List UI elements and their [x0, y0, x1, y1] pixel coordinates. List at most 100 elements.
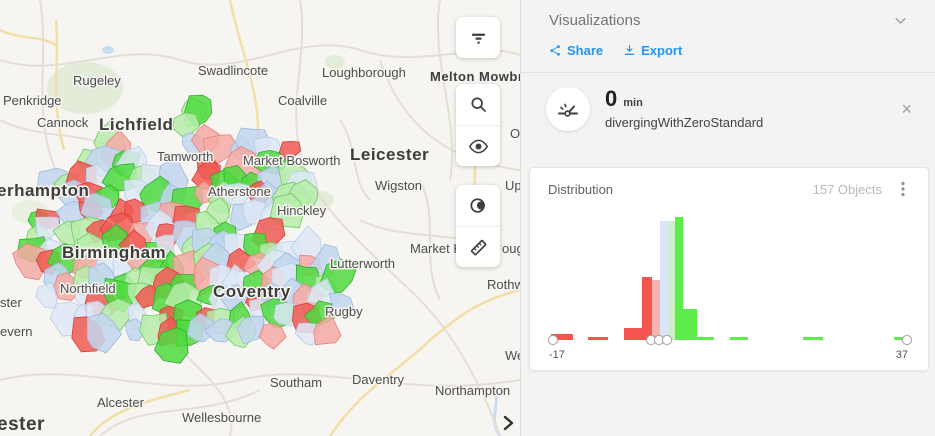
- filter-icon: [471, 33, 485, 44]
- map-label: Penkridge: [3, 93, 62, 108]
- collapse-panel-button[interactable]: [498, 412, 518, 434]
- map-label: Atherstone: [208, 184, 271, 199]
- map-label: We: [505, 348, 520, 363]
- map-region[interactable]: [86, 312, 123, 354]
- histogram-bar: [730, 336, 749, 340]
- measure-button[interactable]: [456, 226, 500, 267]
- widget-name: divergingWithZeroStandard: [605, 115, 764, 130]
- map-canvas[interactable]: Rugeley Penkridge Cannock Lichfield Swadlinc…: [0, 0, 520, 436]
- map-label: Swadlincote: [198, 63, 268, 78]
- histogram-axis-labels: -17 37: [548, 347, 910, 367]
- distribution-card: Distribution 157 Objects -17 37: [529, 167, 929, 371]
- search-button[interactable]: [456, 84, 500, 125]
- histogram-bar: [652, 279, 661, 340]
- map-label: Rugeley: [73, 73, 121, 88]
- map-label: Hinckley: [277, 203, 327, 218]
- map-label: Birmingham: [62, 243, 166, 262]
- map-label: Market H: [410, 241, 463, 256]
- map-label: evern: [0, 324, 33, 339]
- map-toolbar-style-card: [456, 185, 500, 267]
- axis-max-label: 37: [895, 349, 908, 361]
- map-label: ough: [502, 241, 520, 256]
- map-region[interactable]: [221, 182, 251, 206]
- map-region[interactable]: [258, 322, 287, 350]
- measure-icon: [470, 239, 486, 255]
- visibility-button[interactable]: [456, 125, 500, 166]
- map-label: Rothw: [487, 277, 520, 292]
- map-label: Northampton: [435, 383, 510, 398]
- widget-texts: 0 min divergingWithZeroStandard: [605, 86, 898, 131]
- panel-header: Visualizations: [521, 0, 935, 35]
- map-region[interactable]: [328, 293, 354, 316]
- search-icon: [471, 97, 486, 112]
- distribution-title: Distribution: [548, 181, 614, 197]
- share-icon: [550, 45, 560, 56]
- gauge-icon-circle: [546, 87, 590, 131]
- gauge-icon: [558, 103, 578, 117]
- map-label: Market Bosworth: [243, 153, 341, 168]
- histogram-bar: [696, 336, 714, 340]
- map-toolbar-view-card: [456, 84, 500, 166]
- map-label: Lutterworth: [330, 256, 395, 271]
- card-menu-button[interactable]: [896, 181, 910, 197]
- kebab-menu-icon: [901, 181, 905, 197]
- filter-button[interactable]: [456, 17, 500, 58]
- histogram-plot: [548, 215, 913, 345]
- histogram-bar: [668, 220, 675, 340]
- map-label: O: [510, 126, 520, 141]
- range-handle[interactable]: [548, 335, 559, 345]
- map-labels: Rugeley Penkridge Cannock Lichfield Swadlinc…: [0, 62, 520, 436]
- histogram-bar: [550, 334, 573, 340]
- range-handle[interactable]: [902, 335, 913, 345]
- objects-count: 157 Objects: [812, 181, 882, 197]
- close-icon[interactable]: ×: [901, 99, 912, 119]
- export-label: Export: [641, 43, 683, 58]
- map-label: Wellesbourne: [182, 410, 261, 425]
- map-region[interactable]: [236, 315, 265, 345]
- map-label: erhampton: [0, 181, 89, 200]
- map-label: Melton Mowbra: [430, 69, 520, 84]
- map-label: Southam: [270, 375, 322, 390]
- export-button[interactable]: Export: [623, 43, 682, 58]
- map-label: Coventry: [213, 282, 291, 301]
- map-region[interactable]: [242, 199, 266, 225]
- share-label: Share: [567, 43, 604, 58]
- map-region[interactable]: [12, 243, 49, 281]
- chevron-right-icon: [503, 415, 514, 431]
- visualization-item[interactable]: 0 min divergingWithZeroStandard ×: [521, 73, 935, 143]
- panel-actions: Share Export: [521, 35, 935, 73]
- map-toolbar-filter-card: [456, 17, 500, 58]
- map-label: Coalville: [278, 93, 327, 108]
- histogram-bar: [802, 336, 823, 340]
- map-label: Leicester: [350, 145, 429, 164]
- map-region[interactable]: [154, 327, 189, 364]
- histogram-bar: [660, 220, 670, 340]
- map-svg: Rugeley Penkridge Cannock Lichfield Swadlinc…: [0, 0, 520, 436]
- range-handle[interactable]: [662, 335, 673, 345]
- map-label: Lichfield: [99, 115, 173, 134]
- map-label: Northfield: [60, 281, 116, 296]
- contrast-icon: [469, 198, 485, 213]
- histogram-bar: [624, 327, 643, 340]
- map-region[interactable]: [80, 192, 116, 223]
- map-label: Up: [505, 178, 520, 193]
- map-label: Cannock: [37, 115, 89, 130]
- histogram-bar: [894, 336, 910, 340]
- map-region[interactable]: [313, 314, 342, 346]
- widget-value: 0: [605, 86, 618, 111]
- map-major-roads: [0, 0, 520, 436]
- map-label: Rugby: [325, 304, 363, 319]
- histogram-bar: [683, 309, 697, 340]
- collapse-section-button[interactable]: [893, 13, 908, 28]
- choropleth-regions[interactable]: [12, 94, 357, 364]
- panel-title: Visualizations: [549, 12, 641, 29]
- share-button[interactable]: Share: [549, 43, 603, 58]
- histogram-bar: [642, 277, 652, 340]
- widget-unit: min: [623, 97, 643, 109]
- axis-min-label: -17: [549, 349, 565, 361]
- map-label: ster: [0, 295, 22, 310]
- contrast-button[interactable]: [456, 185, 500, 226]
- map-label: Tamworth: [157, 149, 213, 164]
- chevron-down-icon: [895, 17, 906, 24]
